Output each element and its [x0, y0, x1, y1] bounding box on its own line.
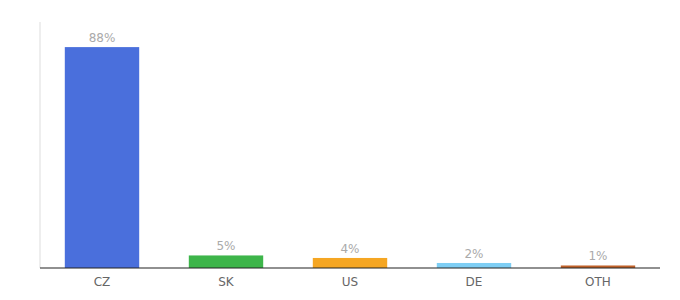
bar — [189, 255, 263, 268]
bar — [65, 47, 139, 268]
x-tick-label: CZ — [94, 275, 111, 289]
bar — [313, 258, 387, 268]
y-axis-line — [40, 22, 41, 268]
x-tick-label: OTH — [585, 275, 611, 289]
x-tick-label: US — [342, 275, 358, 289]
data-label: 4% — [340, 242, 359, 256]
data-label: 88% — [89, 31, 116, 45]
bars — [65, 47, 635, 268]
x-tick-label: DE — [466, 275, 483, 289]
x-axis-line — [40, 267, 660, 268]
chart-container: CZ SK US DE OTH 88% 5% 4% 2% 1% — [0, 0, 680, 300]
chart-svg: CZ SK US DE OTH 88% 5% 4% 2% 1% — [0, 0, 680, 300]
x-tick-label: SK — [218, 275, 235, 289]
bar — [437, 263, 511, 268]
data-label: 1% — [588, 249, 607, 263]
data-label: 5% — [216, 239, 235, 253]
data-label: 2% — [464, 247, 483, 261]
